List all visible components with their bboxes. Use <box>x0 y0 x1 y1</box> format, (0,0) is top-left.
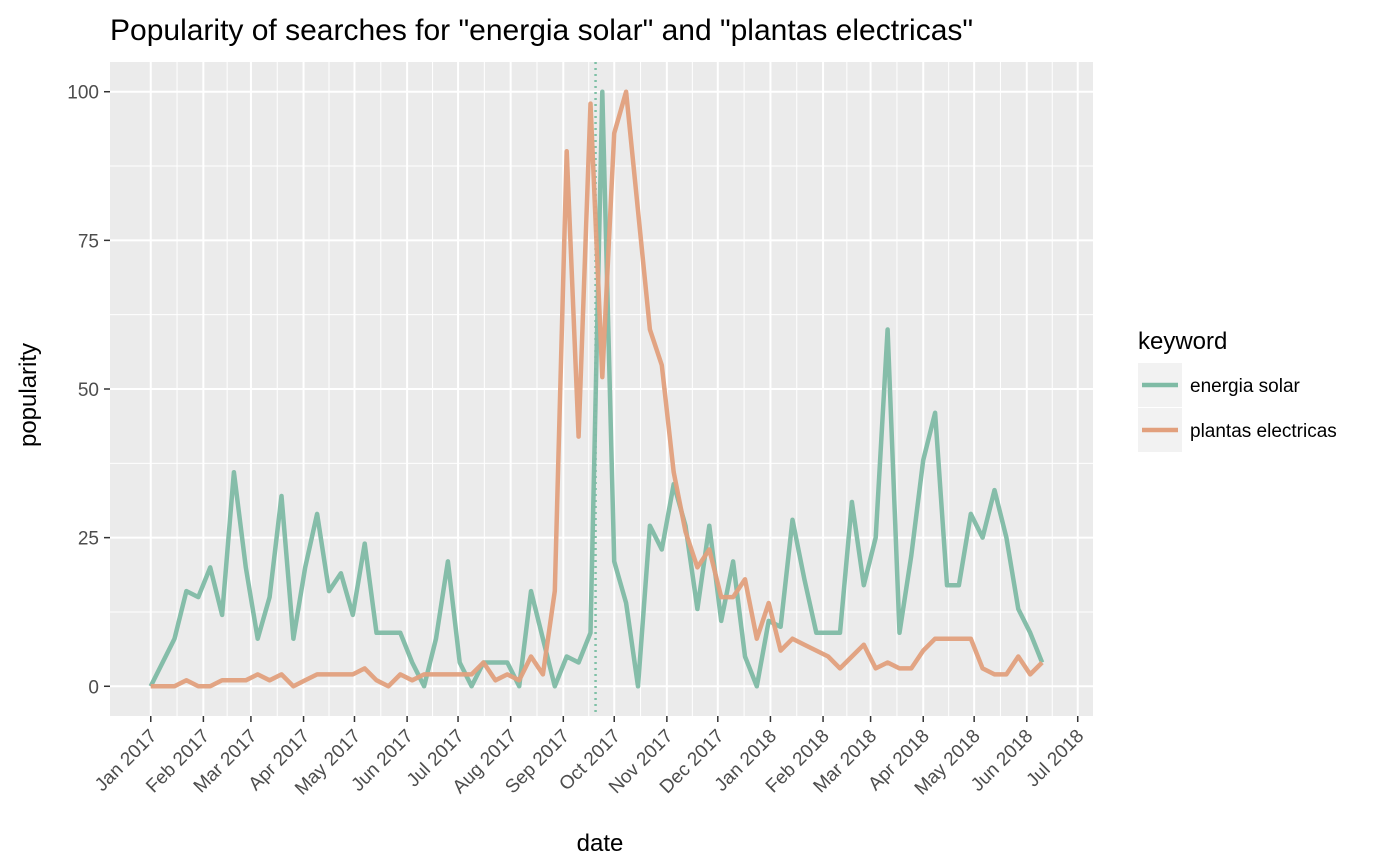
major-gridlines <box>110 62 1093 716</box>
y-axis: 0 25 50 75 100 <box>67 83 110 698</box>
y-tick-label: 75 <box>78 231 99 252</box>
chart-title: Popularity of searches for "energia sola… <box>110 14 973 47</box>
legend-label: plantas electricas <box>1190 421 1337 442</box>
legend: keyword energia solar plantas electricas <box>1138 328 1337 452</box>
x-axis-title: date <box>577 830 624 857</box>
series-line-plantas-electricas <box>150 89 1044 689</box>
y-tick-label: 100 <box>67 83 99 104</box>
y-tick-label: 25 <box>78 529 99 550</box>
y-tick-label: 50 <box>78 380 99 401</box>
series-lines <box>148 89 1045 689</box>
y-tick-label: 0 <box>88 677 99 698</box>
legend-title: keyword <box>1138 328 1227 355</box>
series-line-energia-solar <box>148 89 1045 689</box>
legend-label: energia solar <box>1190 376 1301 397</box>
x-tick-label: Jul 2018 <box>1023 726 1089 792</box>
y-axis-title: popularity <box>15 343 42 447</box>
